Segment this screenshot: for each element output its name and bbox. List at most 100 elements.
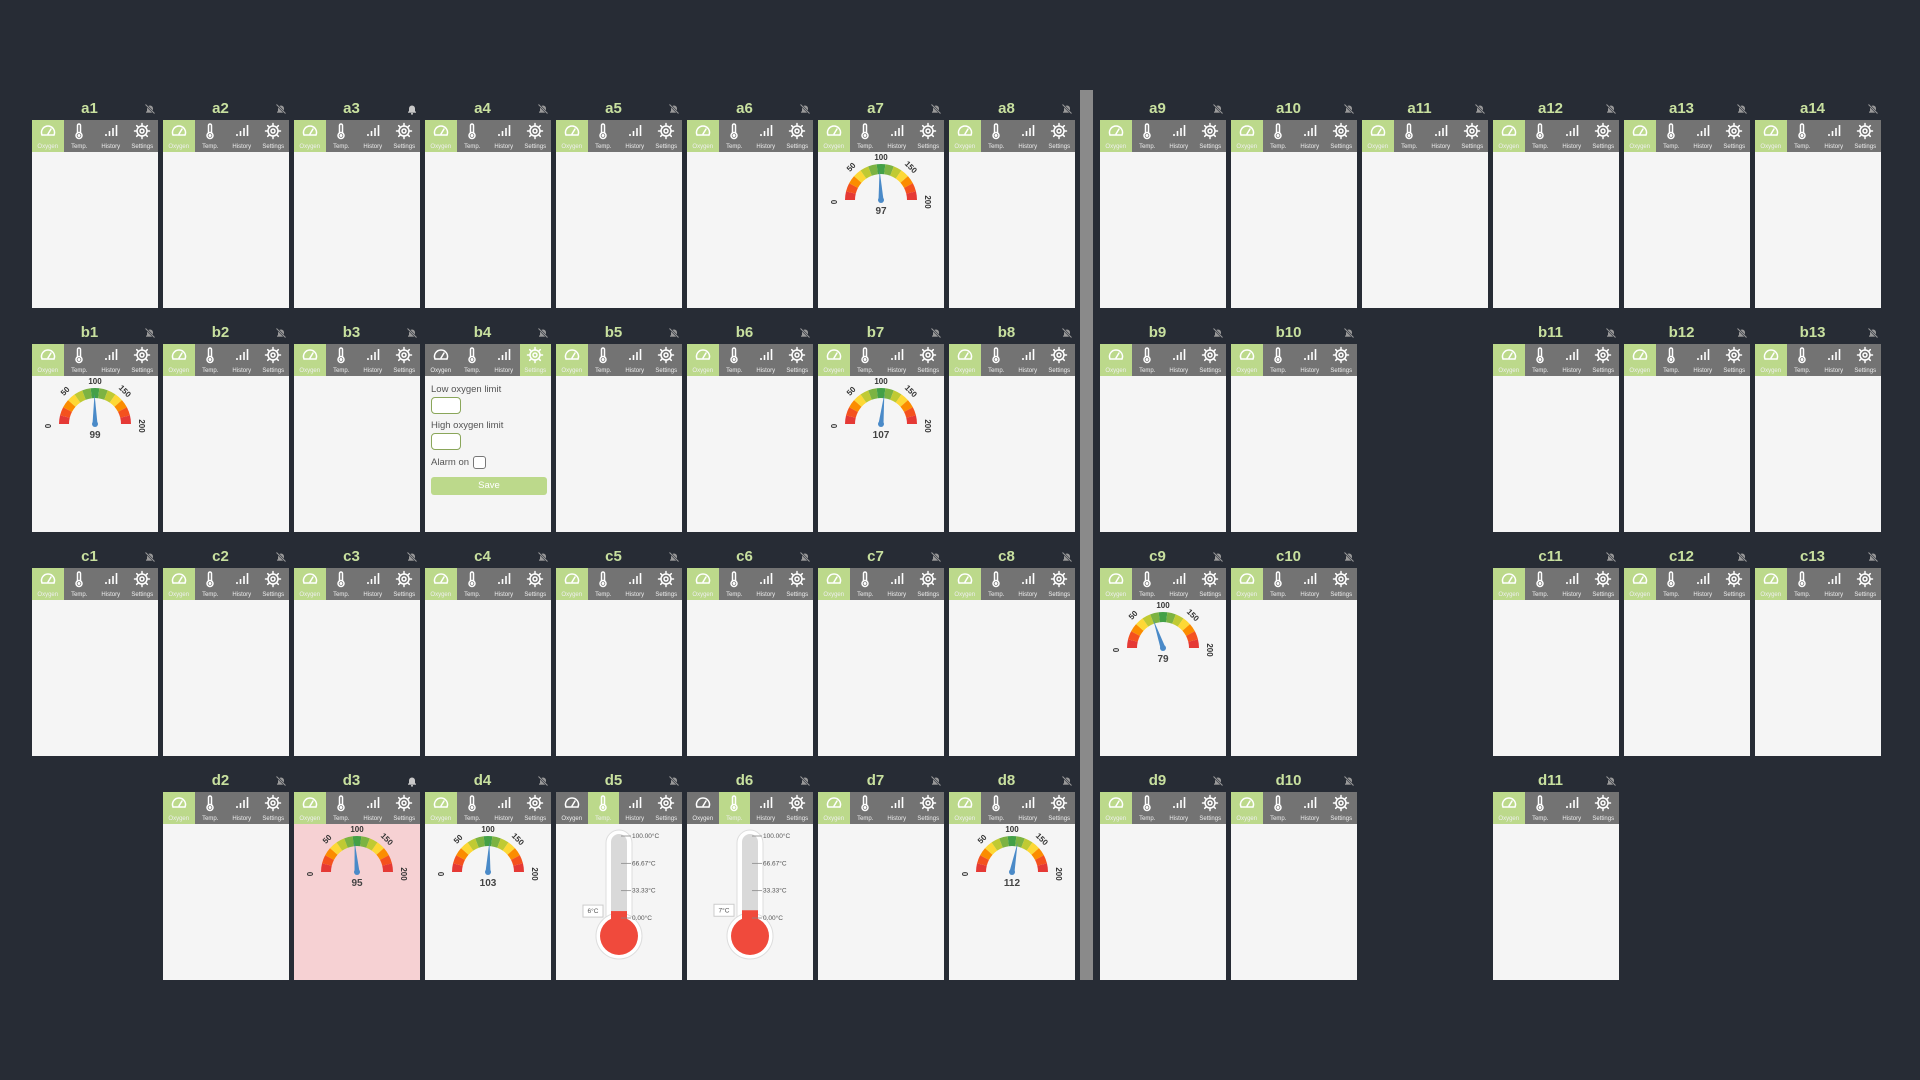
bell-off-icon[interactable] xyxy=(406,551,418,563)
tab-temp[interactable]: Temp. xyxy=(1393,120,1425,152)
tab-settings[interactable]: Settings xyxy=(126,120,158,152)
tab-temp[interactable]: Temp. xyxy=(849,344,881,376)
tab-history[interactable]: History xyxy=(1294,120,1326,152)
tab-oxygen[interactable]: Oxygen xyxy=(1100,792,1132,824)
tab-settings[interactable]: Settings xyxy=(388,568,420,600)
bell-off-icon[interactable] xyxy=(1474,103,1486,115)
tab-oxygen[interactable]: Oxygen xyxy=(163,344,195,376)
tab-history[interactable]: History xyxy=(1818,120,1850,152)
bell-off-icon[interactable] xyxy=(1061,103,1073,115)
tab-history[interactable]: History xyxy=(1687,568,1719,600)
tab-settings[interactable]: Settings xyxy=(650,120,682,152)
tab-temp[interactable]: Temp. xyxy=(63,568,95,600)
tab-history[interactable]: History xyxy=(1163,344,1195,376)
bell-off-icon[interactable] xyxy=(1343,775,1355,787)
tab-oxygen[interactable]: Oxygen xyxy=(1493,792,1525,824)
bell-off-icon[interactable] xyxy=(1061,551,1073,563)
bell-off-icon[interactable] xyxy=(144,551,156,563)
tab-oxygen[interactable]: Oxygen xyxy=(1624,568,1656,600)
tab-temp[interactable]: Temp. xyxy=(1131,792,1163,824)
tab-history[interactable]: History xyxy=(226,792,258,824)
tab-settings[interactable]: Settings xyxy=(1043,120,1075,152)
tab-oxygen[interactable]: Oxygen xyxy=(949,792,981,824)
tab-settings[interactable]: Settings xyxy=(1849,344,1881,376)
tab-oxygen[interactable]: Oxygen xyxy=(1231,568,1263,600)
tab-oxygen[interactable]: Oxygen xyxy=(1231,344,1263,376)
tab-history[interactable]: History xyxy=(95,120,127,152)
tab-settings[interactable]: Settings xyxy=(126,344,158,376)
bell-off-icon[interactable] xyxy=(537,327,549,339)
tab-settings[interactable]: Settings xyxy=(1849,568,1881,600)
tab-history[interactable]: History xyxy=(226,568,258,600)
tab-oxygen[interactable]: Oxygen xyxy=(294,120,326,152)
bell-off-icon[interactable] xyxy=(275,551,287,563)
tab-history[interactable]: History xyxy=(1294,344,1326,376)
bell-icon[interactable] xyxy=(406,775,418,787)
tab-history[interactable]: History xyxy=(750,344,782,376)
tab-settings[interactable]: Settings xyxy=(1718,120,1750,152)
tab-oxygen[interactable]: Oxygen xyxy=(32,120,64,152)
bell-off-icon[interactable] xyxy=(1343,327,1355,339)
tab-temp[interactable]: Temp. xyxy=(1262,568,1294,600)
tab-history[interactable]: History xyxy=(1556,344,1588,376)
tab-temp[interactable]: Temp. xyxy=(194,568,226,600)
tab-settings[interactable]: Settings xyxy=(1587,344,1619,376)
tab-oxygen[interactable]: Oxygen xyxy=(687,792,719,824)
tab-settings[interactable]: Settings xyxy=(257,792,289,824)
tab-history[interactable]: History xyxy=(1425,120,1457,152)
tab-temp[interactable]: Temp. xyxy=(849,120,881,152)
tab-oxygen[interactable]: Oxygen xyxy=(294,344,326,376)
tab-temp[interactable]: Temp. xyxy=(980,120,1012,152)
tab-settings[interactable]: Settings xyxy=(1194,568,1226,600)
tab-history[interactable]: History xyxy=(226,120,258,152)
tab-settings[interactable]: Settings xyxy=(1325,120,1357,152)
bell-off-icon[interactable] xyxy=(799,327,811,339)
tab-temp[interactable]: Temp. xyxy=(1131,568,1163,600)
tab-history[interactable]: History xyxy=(881,120,913,152)
tab-oxygen[interactable]: Oxygen xyxy=(32,344,64,376)
tab-settings[interactable]: Settings xyxy=(1325,568,1357,600)
tab-history[interactable]: History xyxy=(1687,344,1719,376)
tab-history[interactable]: History xyxy=(881,568,913,600)
tab-settings[interactable]: Settings xyxy=(1325,792,1357,824)
bell-off-icon[interactable] xyxy=(1212,551,1224,563)
bell-off-icon[interactable] xyxy=(1605,775,1617,787)
tab-oxygen[interactable]: Oxygen xyxy=(32,568,64,600)
tab-settings[interactable]: Settings xyxy=(912,792,944,824)
bell-off-icon[interactable] xyxy=(144,327,156,339)
tab-history[interactable]: History xyxy=(1294,568,1326,600)
tab-temp[interactable]: Temp. xyxy=(456,344,488,376)
tab-temp[interactable]: Temp. xyxy=(63,120,95,152)
tab-settings[interactable]: Settings xyxy=(257,120,289,152)
tab-history[interactable]: History xyxy=(881,792,913,824)
tab-temp[interactable]: Temp. xyxy=(456,568,488,600)
tab-oxygen[interactable]: Oxygen xyxy=(1100,344,1132,376)
tab-settings[interactable]: Settings xyxy=(781,792,813,824)
tab-settings[interactable]: Settings xyxy=(650,792,682,824)
tab-oxygen[interactable]: Oxygen xyxy=(1624,344,1656,376)
tab-settings[interactable]: Settings xyxy=(1043,344,1075,376)
tab-oxygen[interactable]: Oxygen xyxy=(556,568,588,600)
tab-oxygen[interactable]: Oxygen xyxy=(556,120,588,152)
tab-oxygen[interactable]: Oxygen xyxy=(425,120,457,152)
tab-oxygen[interactable]: Oxygen xyxy=(556,792,588,824)
tab-temp[interactable]: Temp. xyxy=(718,792,750,824)
tab-settings[interactable]: Settings xyxy=(1587,568,1619,600)
tab-temp[interactable]: Temp. xyxy=(1262,120,1294,152)
tab-settings[interactable]: Settings xyxy=(519,344,551,376)
tab-history[interactable]: History xyxy=(619,120,651,152)
bell-off-icon[interactable] xyxy=(930,551,942,563)
tab-temp[interactable]: Temp. xyxy=(194,120,226,152)
tab-history[interactable]: History xyxy=(1818,568,1850,600)
tab-temp[interactable]: Temp. xyxy=(980,344,1012,376)
tab-temp[interactable]: Temp. xyxy=(194,344,226,376)
tab-oxygen[interactable]: Oxygen xyxy=(818,568,850,600)
tab-oxygen[interactable]: Oxygen xyxy=(1231,120,1263,152)
bell-off-icon[interactable] xyxy=(668,775,680,787)
bell-off-icon[interactable] xyxy=(1212,775,1224,787)
tab-history[interactable]: History xyxy=(1556,792,1588,824)
tab-oxygen[interactable]: Oxygen xyxy=(949,344,981,376)
bell-off-icon[interactable] xyxy=(930,775,942,787)
tab-temp[interactable]: Temp. xyxy=(194,792,226,824)
tab-oxygen[interactable]: Oxygen xyxy=(1493,344,1525,376)
